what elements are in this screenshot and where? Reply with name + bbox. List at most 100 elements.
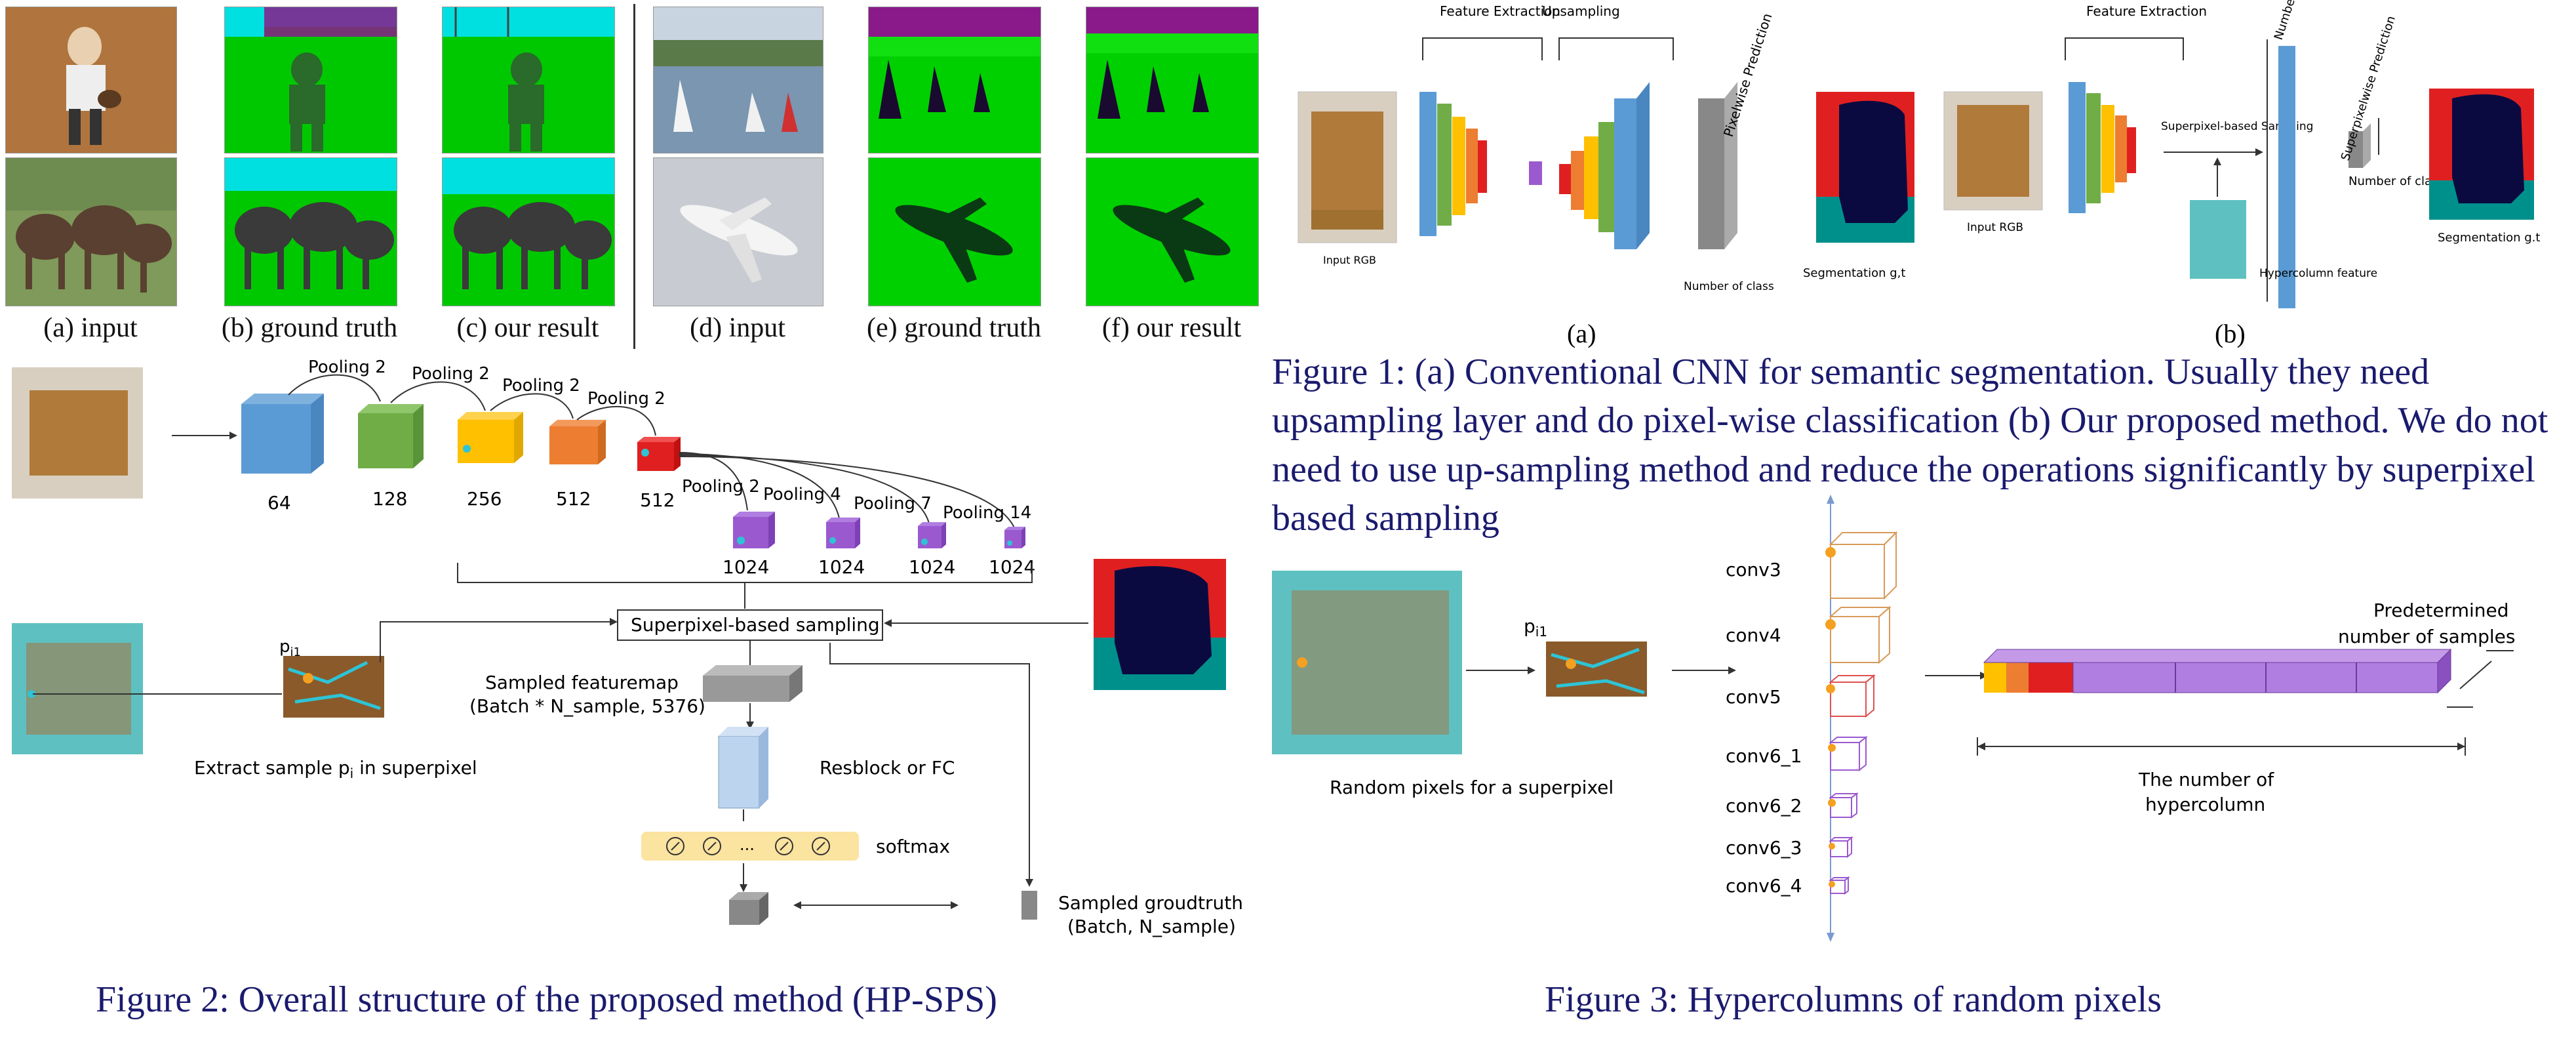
fig2-branch-pool-4: Pooling 4: [763, 485, 841, 504]
fig2-ch-256: 256: [467, 488, 502, 510]
fig1b-superpixel-thumb: [2190, 200, 2246, 279]
result-horses-mask: [443, 158, 614, 306]
label-b-ground-truth: (b) ground truth: [221, 313, 398, 343]
fig1a-feature-extraction-label: Feature Extraction: [1440, 3, 1560, 19]
fig1a: Feature Extraction Upsampling Input RGB: [1298, 3, 1914, 348]
fig1a-pixelwise-label: Pixelwise Prediction: [1720, 11, 1775, 138]
fig3-the-number-of-label: The number of: [2138, 769, 2274, 790]
figure-1-diagram: Feature Extraction Upsampling Input RGB: [1298, 0, 2540, 348]
airplane-photo: [654, 158, 823, 306]
fig1a-segmentation-label: Segmentation g,t: [1803, 266, 1905, 280]
fig1b: Feature Extraction Input RGB Superpixel-…: [1943, 0, 2540, 348]
fig2-softmax-label: softmax: [876, 836, 950, 857]
gt-airplane: [868, 157, 1041, 306]
fig3-predetermined-label: Predetermined: [2373, 600, 2509, 621]
fig2-sampled-feature-dims: (Batch * N_sample, 5376): [469, 695, 705, 717]
fig1b-number-class-label: Number of class: [2348, 174, 2444, 188]
figure-2-diagram: Pooling 2 Pooling 2 Pooling 2 Pooling 2 …: [12, 357, 1243, 937]
fig1b-num-superpixel-label: Number of Superpixel: [2272, 0, 2325, 42]
fig1b-input-rgb-label: Input RGB: [1967, 221, 2023, 234]
fig2-resblock-label: Resblock or FC: [820, 757, 955, 779]
fig2-extract-label: Extract sample pi in superpixel: [194, 757, 477, 781]
fig1b-hypercolumn-label: Hypercolumn feature: [2259, 267, 2377, 280]
input-image-person: [5, 7, 177, 153]
fig1a-number-class-label: Number of class: [1684, 280, 1774, 293]
fig3-layer-conv6-2: conv6_2: [1726, 795, 1802, 817]
fig3-layer-conv5: conv5: [1726, 686, 1781, 708]
result-airplane: [1086, 157, 1259, 306]
fig1b-hypercolumn-bar: [2278, 46, 2295, 308]
fig2-patch: [283, 656, 384, 718]
boats-photo: [654, 7, 823, 153]
input-image-boats: [653, 7, 823, 153]
fig2-pool-label-4: Pooling 2: [587, 389, 665, 409]
horses-photo: [6, 158, 176, 306]
fig3-layer-conv6-4: conv6_4: [1726, 875, 1802, 897]
fig3-hypercolumn-label: hypercolumn: [2145, 794, 2265, 815]
gt-airplane-mask: [869, 158, 1040, 306]
label-e-ground-truth: (e) ground truth: [867, 313, 1041, 343]
figure-3-diagram: Random pixels for a superpixel pi1 conv3…: [1272, 495, 2515, 942]
fig1a-sublabel: (a): [1567, 319, 1596, 348]
fig2-ch-64: 64: [268, 492, 291, 514]
fig2-branch-cubes: [733, 512, 1025, 548]
fig2-sampled-feature-label: Sampled featuremap: [485, 672, 679, 693]
fig2-sampled-gt: [1021, 891, 1037, 920]
fig3-layer-conv6-3: conv6_3: [1726, 837, 1802, 859]
result-horses: [442, 157, 615, 306]
input-image-airplane: [653, 157, 823, 306]
fig3-random-pixels-label: Random pixels for a superpixel: [1330, 777, 1614, 798]
vertical-divider: [633, 4, 635, 349]
label-c-our-result: (c) our result: [456, 313, 599, 343]
fig3-layer-cubes: [1829, 531, 1898, 895]
figure-3-caption: Figure 3: Hypercolumns of random pixels: [1545, 979, 2162, 1020]
gt-person: [224, 7, 397, 153]
label-f-our-result: (f) our result: [1101, 313, 1242, 343]
fig2-pool-label-3: Pooling 2: [502, 376, 580, 396]
fig2-branch-ch-4: 1024: [989, 556, 1035, 578]
fig3-hypercolumn-bar: [1983, 648, 2452, 694]
result-person: [442, 7, 615, 153]
fig2-sampled-gt-dims: (Batch, N_sample): [1067, 916, 1236, 937]
fig2-branch-pool-7: Pooling 7: [854, 494, 932, 514]
fig2-ch-128: 128: [372, 488, 407, 510]
result-person-mask: [443, 7, 614, 153]
fig3-pi1-label: pi1: [1524, 615, 1547, 640]
fig2-ch-512b: 512: [640, 489, 675, 511]
fig1b-sublabel: (b): [2215, 319, 2246, 348]
fig2-branch-ch-2: 1024: [818, 556, 865, 578]
gt-person-mask: [225, 7, 397, 153]
fig3-layer-conv3: conv3: [1726, 559, 1781, 581]
fig2-branch-ch-1: 1024: [723, 556, 769, 578]
fig2-branch-pool-14: Pooling 14: [943, 503, 1031, 523]
fig2-branch-ch-3: 1024: [909, 556, 955, 578]
fig2-pool-label-1: Pooling 2: [308, 357, 386, 377]
fig2-resblock: [718, 735, 760, 809]
fig2-softmax-dots: ...: [740, 836, 755, 854]
result-boats-mask: [1086, 7, 1258, 153]
fig2-branch-pool-2: Pooling 2: [682, 477, 760, 497]
person-photo: [6, 7, 176, 153]
fig2-softmax-bar: [641, 832, 859, 861]
input-image-horses: [5, 157, 177, 306]
fig2-pi1-label: pi1: [279, 637, 301, 659]
fig2-output: [729, 900, 759, 925]
fig2-sampled-featuremap: [703, 676, 789, 702]
fig3-layer-conv6-1: conv6_1: [1726, 745, 1802, 767]
result-airplane-mask: [1086, 158, 1258, 306]
gt-boats: [868, 7, 1041, 153]
result-boats: [1086, 7, 1259, 153]
label-d-input: (d) input: [690, 313, 785, 343]
figure-2-caption: Figure 2: Overall structure of the propo…: [96, 979, 997, 1020]
label-a-input: (a) input: [43, 313, 138, 343]
fig2-pool-label-2: Pooling 2: [412, 364, 490, 384]
gt-boats-mask: [869, 7, 1040, 153]
fig2-sampled-gt-label: Sampled groudtruth: [1058, 892, 1243, 914]
fig1a-upsampling-label: Upsampling: [1542, 3, 1620, 19]
fig1b-feature-extraction-label: Feature Extraction: [2086, 3, 2207, 19]
fig1b-segmentation-label: Segmentation g.t: [2438, 231, 2540, 245]
fig1b-sampling-label: Superpixel-based Sampling: [2161, 120, 2313, 133]
fig2-sampling-label: Superpixel-based sampling: [631, 614, 880, 636]
fig3-number-samples-label: number of samples: [2338, 626, 2515, 647]
figure-1-caption: Figure 1: (a) Conventional CNN for seman…: [1272, 352, 2548, 539]
